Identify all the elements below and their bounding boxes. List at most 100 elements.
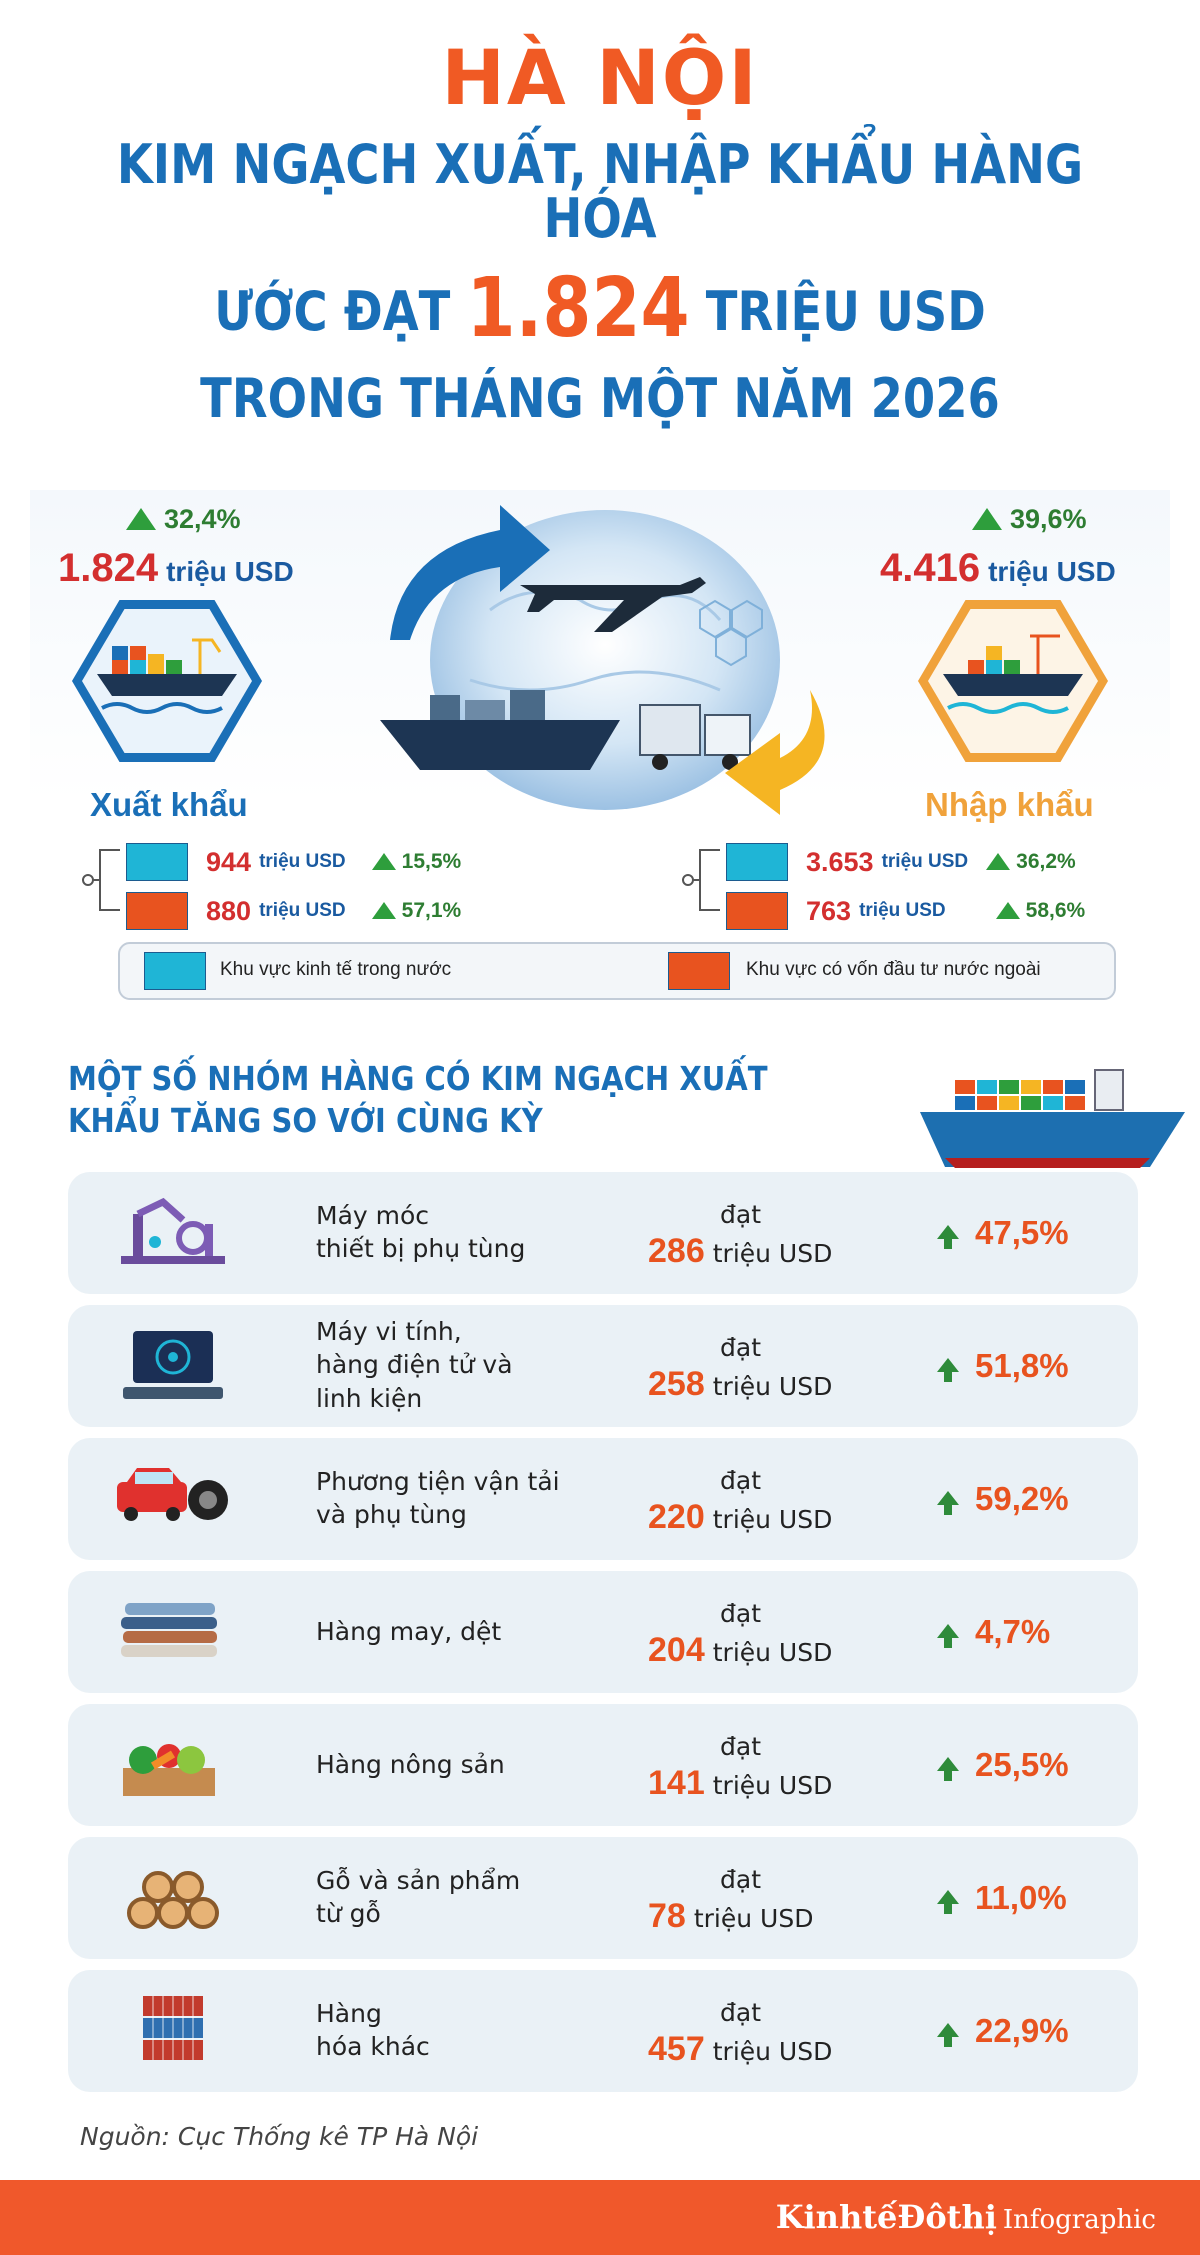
- brand-logo: KinhtếĐôthị Infographic: [775, 2198, 1156, 2236]
- globe-logistics-icon: [380, 505, 780, 810]
- category-name-line: Phương tiện vận tải: [316, 1467, 560, 1496]
- dat-label: đạt: [720, 1333, 761, 1362]
- category-growth: 25,5%: [975, 1746, 1069, 1783]
- import-growth: 39,6%: [972, 504, 1087, 535]
- legend-foreign-swatch: [668, 952, 730, 990]
- source-note: Nguồn: Cục Thống kê TP Hà Nội: [80, 2122, 479, 2151]
- category-name-line: hóa khác: [316, 2032, 430, 2062]
- category-value-unit: triệu USD: [712, 1372, 833, 1401]
- import-domestic-row: 3.653 triệu USD 36,2%: [726, 843, 1076, 881]
- clothes-icon: [121, 1603, 217, 1657]
- title-line-2: KIM NGẠCH XUẤT, NHẬP KHẨU HÀNG HÓA: [116, 133, 1084, 250]
- import-foreign-row: 763 triệu USD 58,6%: [726, 892, 1085, 930]
- title-prefix: ƯỚC ĐẠT: [214, 280, 451, 343]
- category-value-number: 258: [648, 1365, 705, 1403]
- dat-label: đạt: [720, 1599, 761, 1628]
- category-name: Hàng hóa khác: [316, 1997, 430, 2064]
- category-name-line: linh kiện: [316, 1383, 423, 1413]
- title-line-3: ƯỚC ĐẠT 1.824 TRIỆU USD: [84, 268, 1116, 350]
- category-name-line: và phụ tùng: [316, 1500, 467, 1530]
- up-arrow-icon: [937, 1491, 959, 1515]
- import-ship-icon: [943, 634, 1083, 714]
- vegetables-icon: [123, 1744, 215, 1796]
- section-title: MỘT SỐ NHÓM HÀNG CÓ KIM NGẠCH XUẤT KHẨU …: [68, 1059, 768, 1140]
- category-card: [68, 1837, 1138, 1959]
- up-arrow-icon: [937, 1757, 959, 1781]
- wood-logs-icon: [127, 1871, 219, 1929]
- legend-domestic-swatch: [144, 952, 206, 990]
- up-arrow-icon: [937, 1225, 959, 1249]
- category-growth: 4,7%: [975, 1613, 1051, 1650]
- import-label: Nhập khẩu: [925, 786, 1094, 823]
- up-arrow-icon: [937, 1890, 959, 1914]
- domestic-swatch: [126, 843, 188, 881]
- legend: Khu vực kinh tế trong nước Khu vực có vố…: [118, 942, 1116, 1000]
- category-value: 220 triệu USD: [648, 1498, 832, 1537]
- title-block: HÀ NỘI KIM NGẠCH XUẤT, NHẬP KHẨU HÀNG HÓ…: [0, 40, 1200, 426]
- category-value-number: 141: [648, 1764, 705, 1802]
- dat-label: đạt: [720, 1466, 761, 1495]
- footer-bar: [0, 2180, 1200, 2255]
- category-value-number: 204: [648, 1631, 705, 1669]
- category-name-line: Gỗ và sản phẩm: [316, 1866, 521, 1895]
- category-name-line: Hàng nông sản: [316, 1750, 505, 1779]
- category-card: [68, 1305, 1138, 1427]
- up-arrow-icon: [937, 1358, 959, 1382]
- category-card: [68, 1704, 1138, 1826]
- export-growth: 32,4%: [126, 504, 241, 535]
- category-name: Phương tiện vận tải và phụ tùng: [316, 1465, 560, 1532]
- category-name: Gỗ và sản phẩm từ gỗ: [316, 1864, 520, 1931]
- category-growth: 22,9%: [975, 2012, 1069, 2049]
- import-total-value: 4.416: [880, 546, 981, 590]
- category-value-unit: triệu USD: [712, 1505, 833, 1534]
- category-value-unit: triệu USD: [693, 1904, 814, 1933]
- category-name-line: Hàng: [316, 1999, 382, 2028]
- category-value-number: 457: [648, 2030, 705, 2068]
- title-value: 1.824: [466, 261, 690, 356]
- up-arrow-icon: [937, 2023, 959, 2047]
- import-bracket: [682, 849, 720, 911]
- category-card: [68, 1970, 1138, 2092]
- category-name-line: thiết bị phụ tùng: [316, 1234, 526, 1264]
- import-total-unit: triệu USD: [988, 556, 1116, 587]
- category-card: [68, 1438, 1138, 1560]
- dat-label: đạt: [720, 1732, 761, 1761]
- category-value-unit: triệu USD: [712, 2037, 833, 2066]
- category-name-line: hàng điện tử và: [316, 1350, 513, 1380]
- export-total-unit: triệu USD: [166, 556, 294, 587]
- category-value: 457 triệu USD: [648, 2030, 832, 2069]
- category-name: Máy vi tính, hàng điện tử và linh kiện: [316, 1315, 513, 1415]
- computer-icon: [123, 1331, 223, 1399]
- container-ship-icon: [920, 1069, 1185, 1168]
- category-value: 78 triệu USD: [648, 1897, 813, 1936]
- machinery-icon: [121, 1197, 225, 1264]
- category-growth: 11,0%: [975, 1879, 1067, 1916]
- up-arrow-icon: [937, 1624, 959, 1648]
- legend-foreign-text: Khu vực có vốn đầu tư nước ngoài: [746, 959, 1041, 980]
- title-suffix: TRIỆU USD: [705, 280, 986, 343]
- category-name-line: Hàng may, dệt: [316, 1617, 502, 1646]
- dat-label: đạt: [720, 1200, 761, 1229]
- export-total-value: 1.824: [58, 546, 159, 590]
- category-value: 258 triệu USD: [648, 1365, 832, 1404]
- category-name: Hàng nông sản: [316, 1748, 505, 1781]
- category-value-unit: triệu USD: [712, 1638, 833, 1667]
- dat-label: đạt: [720, 1998, 761, 2027]
- title-line-4: TRONG THÁNG MỘT NĂM 2026: [200, 367, 1000, 430]
- export-bracket: [82, 849, 120, 911]
- foreign-swatch: [126, 892, 188, 930]
- category-name: Máy móc thiết bị phụ tùng: [316, 1199, 525, 1266]
- category-value: 204 triệu USD: [648, 1631, 832, 1670]
- category-name-line: từ gỗ: [316, 1899, 381, 1929]
- category-card: [68, 1172, 1138, 1294]
- category-name: Hàng may, dệt: [316, 1615, 501, 1648]
- export-domestic-row: 944 triệu USD 15,5%: [126, 843, 461, 881]
- category-value-unit: triệu USD: [712, 1239, 833, 1268]
- dat-label: đạt: [720, 1865, 761, 1894]
- category-name-line: Máy móc: [316, 1201, 430, 1230]
- legend-domestic-text: Khu vực kinh tế trong nước: [220, 959, 452, 980]
- category-growth: 51,8%: [975, 1347, 1069, 1384]
- title-city: HÀ NỘI: [441, 33, 759, 122]
- category-growth: 59,2%: [975, 1480, 1069, 1517]
- container-icon: [143, 1996, 203, 2060]
